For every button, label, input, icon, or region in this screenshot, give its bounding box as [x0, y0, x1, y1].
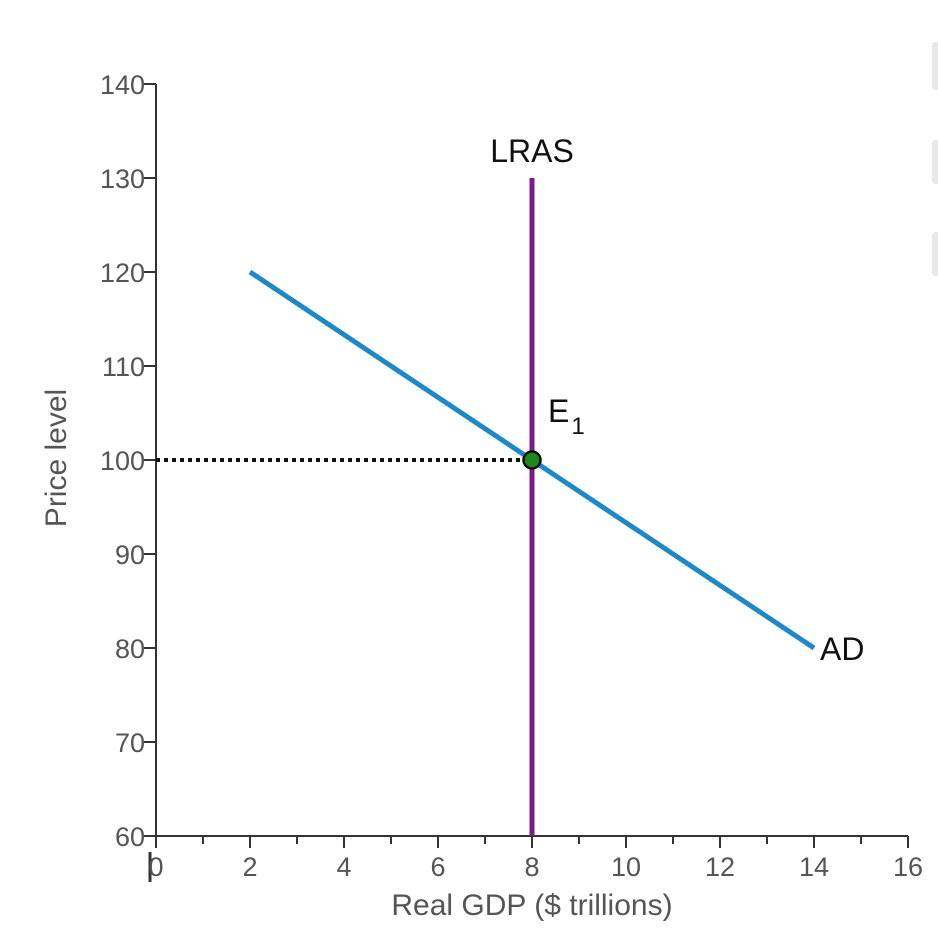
ad-curve-label: AD	[820, 631, 864, 667]
y-axis-title: Price level	[40, 389, 73, 527]
y-tick-label: 90	[115, 540, 145, 570]
y-tick-label: 110	[102, 352, 145, 382]
y-tick-label: 130	[100, 164, 145, 194]
y-tick-label: 140	[100, 70, 145, 100]
x-tick-label: 8	[524, 852, 539, 882]
x-tick-label: 6	[430, 852, 445, 882]
y-tick-label: 60	[115, 822, 145, 852]
lras-curve-label: LRAS	[490, 133, 574, 169]
x-tick-label: 0	[148, 852, 163, 882]
equilibrium-point-group	[522, 450, 542, 470]
x-tick-label: 12	[705, 852, 735, 882]
y-tick-label: 70	[115, 728, 145, 758]
series-lines	[248, 178, 816, 836]
x-axis-title: Real GDP ($ trillions)	[391, 889, 672, 922]
curve-labels: AD LRAS E1	[490, 133, 864, 667]
x-tick-label: 16	[893, 852, 923, 882]
edge-decoration-3	[932, 232, 938, 276]
y-tick-label: 80	[115, 634, 145, 664]
equilibrium-label: E1	[548, 393, 585, 440]
equilibrium-point	[522, 450, 542, 470]
x-tick-label: 10	[611, 852, 641, 882]
y-tick-label: 120	[100, 258, 145, 288]
x-tick-label: 14	[799, 852, 829, 882]
edge-decoration-2	[932, 140, 938, 184]
axes	[148, 84, 908, 882]
x-tick-label: 4	[336, 852, 351, 882]
equilibrium-label-subscript: 1	[571, 413, 584, 440]
x-tick-label: 2	[242, 852, 257, 882]
axis-ticks: 60 70 80 90 100 110 120 130 140 0 2 4 6 8 10 12 14 16	[100, 70, 923, 882]
edge-decoration-1	[932, 42, 938, 90]
y-tick-label: 100	[100, 446, 145, 476]
